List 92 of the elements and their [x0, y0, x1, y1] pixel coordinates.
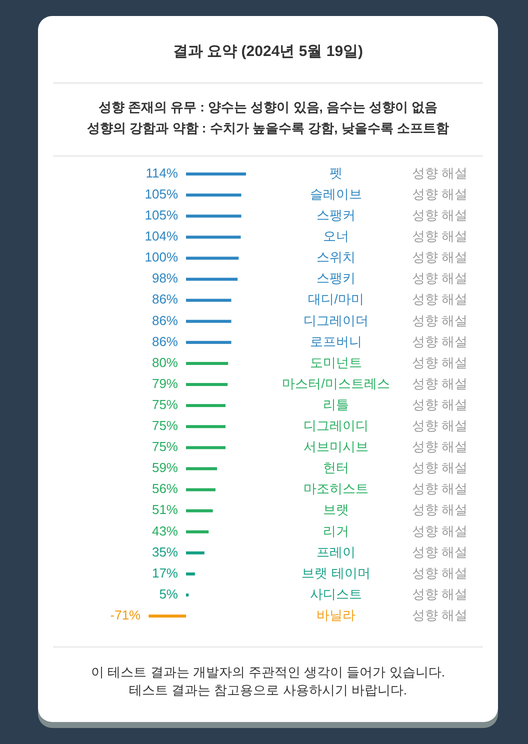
bar	[186, 194, 242, 197]
y-tick-label: 펫	[330, 165, 342, 180]
chart-subtitle: 성향 존재의 유무 : 양수는 성향이 있음, 음수는 성향이 없음 성향의 강함과 약함 : 수치가 높을수록 강함, 낮을수록 소프트함	[87, 99, 449, 136]
y-tick-label: 리거	[323, 523, 349, 538]
text: 성향 해설	[412, 544, 468, 560]
text: 성향 해설	[412, 312, 468, 328]
text: 성향 해설	[412, 460, 468, 476]
text: 성향 해설	[412, 354, 468, 370]
data-label: 79%	[152, 376, 178, 391]
bar	[186, 320, 232, 323]
bar	[186, 551, 204, 554]
data-label: 59%	[152, 460, 178, 476]
data-label: 98%	[152, 270, 178, 286]
y-tick-label: 도미넌트	[310, 354, 362, 370]
bar	[186, 298, 232, 302]
bar	[186, 404, 226, 408]
y-tick-label: 로프버니	[310, 334, 362, 349]
bar	[186, 572, 195, 576]
y-tick-label: 스팽키	[316, 270, 356, 286]
data-label: 35%	[152, 544, 178, 560]
data-label: 114%	[146, 165, 178, 180]
bar	[186, 425, 226, 428]
bar	[186, 488, 216, 492]
data-label: 105%	[144, 208, 178, 223]
data-label: 105%	[144, 186, 178, 202]
bar	[186, 256, 239, 260]
text: 성향 해설	[412, 165, 468, 180]
y-tick-label: 마스터/미스트레스	[282, 376, 390, 391]
data-label: 17%	[152, 565, 178, 580]
y-tick-label: 브랫	[323, 502, 349, 518]
bar	[186, 530, 209, 534]
data-label: 86%	[152, 334, 178, 349]
bar	[186, 509, 213, 512]
data-label: 75%	[152, 418, 178, 434]
data-label: 86%	[152, 312, 178, 328]
text: 성향 해설	[412, 418, 468, 434]
text: 성향 해설	[412, 396, 468, 412]
y-tick-label: 사디스트	[310, 586, 362, 602]
y-tick-label: 스위치	[316, 250, 356, 265]
bar	[186, 383, 228, 386]
y-tick-label: 대디/마미	[308, 292, 364, 307]
data-label: 100%	[144, 250, 178, 265]
y-tick-label: 바닐라	[316, 607, 356, 622]
bar	[186, 340, 232, 344]
data-label: 75%	[152, 439, 178, 454]
bar	[186, 467, 218, 470]
data-label: 104%	[144, 228, 178, 244]
text: 성향 해설	[412, 270, 468, 286]
y-tick-label: 슬레이브	[310, 186, 362, 202]
text: 이 테스트 결과는 개발자의 주관적인 생각이 들어가 있습니다.	[91, 664, 445, 680]
text: 성향 해설	[412, 228, 468, 244]
bar	[186, 594, 189, 596]
text: 성향 해설	[412, 607, 468, 622]
bar	[148, 614, 186, 618]
data-label: 43%	[152, 523, 178, 538]
bar	[186, 172, 246, 176]
data-label: 5%	[159, 586, 178, 602]
text: 테스트 결과는 참고용으로 사용하시기 바랍니다.	[128, 682, 408, 698]
data-label: 51%	[152, 502, 178, 518]
bar	[186, 236, 241, 239]
data-label: 80%	[152, 354, 178, 370]
bar	[186, 446, 226, 450]
bar	[186, 278, 238, 281]
y-tick-label: 디그레이디	[304, 418, 368, 434]
bar	[186, 214, 242, 218]
data-label: 86%	[152, 292, 178, 307]
text: 성향 해설	[412, 502, 468, 518]
data-label: 56%	[152, 481, 178, 496]
text: 성향 해설	[412, 565, 468, 580]
data-label: -71%	[110, 607, 142, 622]
text: 성향 해설	[412, 208, 468, 223]
text: 성향 해설	[412, 439, 468, 454]
y-tick-label: 마조히스트	[304, 481, 368, 496]
text: 성향 해설	[412, 186, 468, 202]
y-tick-label: 리틀	[323, 396, 349, 412]
y-tick-label: 서브미시브	[304, 439, 368, 454]
text: 성향 해설	[412, 376, 468, 391]
y-tick-label: 브랫 테이머	[302, 565, 370, 580]
text: 성향 해설	[412, 334, 468, 349]
text: 성향 해설	[412, 250, 468, 265]
y-tick-label: 스팽커	[316, 208, 356, 223]
y-tick-label: 프레이	[316, 544, 356, 560]
data-label: 75%	[152, 396, 178, 412]
y-tick-label: 헌터	[323, 460, 349, 476]
chart-title: 결과 요약 (2024년 5월 19일)	[172, 42, 364, 60]
y-tick-label: 오너	[323, 228, 349, 244]
text: 성향 해설	[412, 292, 468, 307]
text: 성향 해설	[412, 586, 468, 602]
text: 성향 해설	[412, 481, 468, 496]
text: 성향 해설	[412, 523, 468, 538]
bar	[186, 362, 228, 365]
y-tick-label: 디그레이더	[304, 312, 368, 328]
